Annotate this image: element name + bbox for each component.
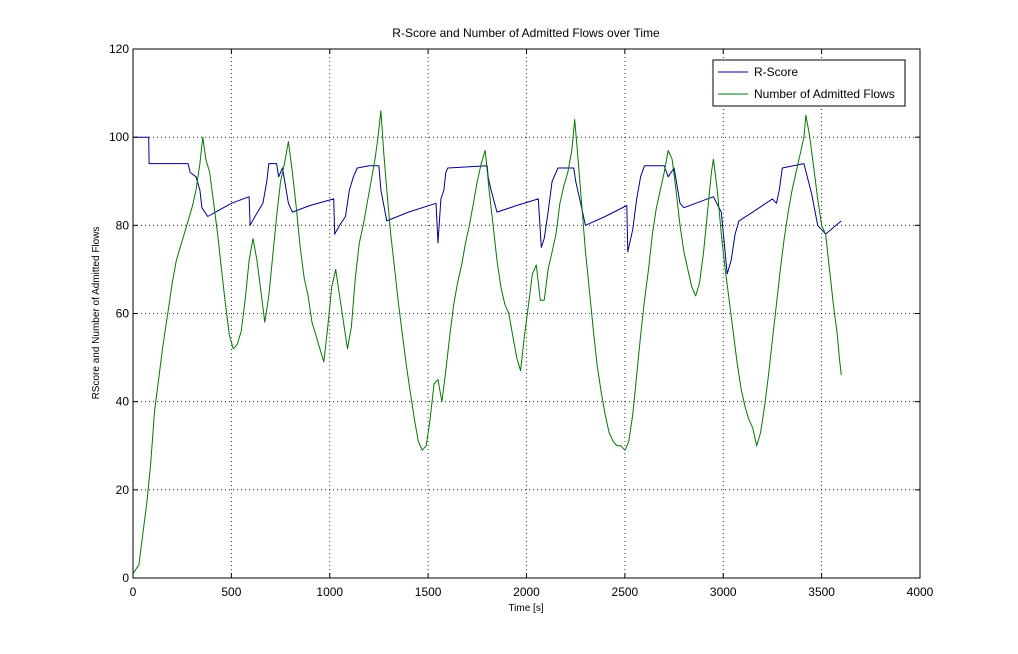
- x-tick-label: 0: [130, 585, 137, 599]
- series-line-r-score: [133, 136, 842, 275]
- legend-box: [712, 59, 906, 107]
- legend-label-admitted-flows: Number of Admitted Flows: [754, 87, 895, 101]
- x-tick-label: 1000: [316, 585, 343, 599]
- y-tick-label: 100: [109, 130, 129, 144]
- x-tick-label: 2500: [612, 585, 639, 599]
- x-tick-label: 1500: [415, 585, 442, 599]
- y-tick-label: 20: [116, 483, 130, 497]
- y-tick-label: 80: [116, 218, 130, 232]
- y-tick-label: 0: [122, 571, 129, 585]
- x-tick-label: 2000: [513, 585, 540, 599]
- x-axis-label: Time [s]: [508, 603, 543, 614]
- legend: R-Score Number of Admitted Flows: [712, 59, 906, 107]
- series-line-admitted-flows: [132, 110, 842, 574]
- x-tick-label: 3000: [710, 585, 737, 599]
- axis-ticks: 0 500 1000 1500 2000 2500 3000 3500 4000 0 20 40 60 8…: [109, 42, 934, 599]
- grid-lines: [133, 49, 920, 578]
- x-tick-label: 500: [221, 585, 241, 599]
- x-tick-label: 3500: [808, 585, 835, 599]
- y-tick-label: 40: [116, 395, 130, 409]
- x-tick-label: 4000: [907, 585, 934, 599]
- chart-title: R-Score and Number of Admitted Flows ove…: [392, 26, 660, 40]
- series-layer: [132, 110, 842, 574]
- legend-label-r-score: R-Score: [754, 65, 798, 79]
- y-axis-label: RScore and Number of Admitted Flows: [91, 227, 102, 400]
- y-tick-label: 120: [109, 42, 129, 56]
- y-tick-label: 60: [116, 307, 130, 321]
